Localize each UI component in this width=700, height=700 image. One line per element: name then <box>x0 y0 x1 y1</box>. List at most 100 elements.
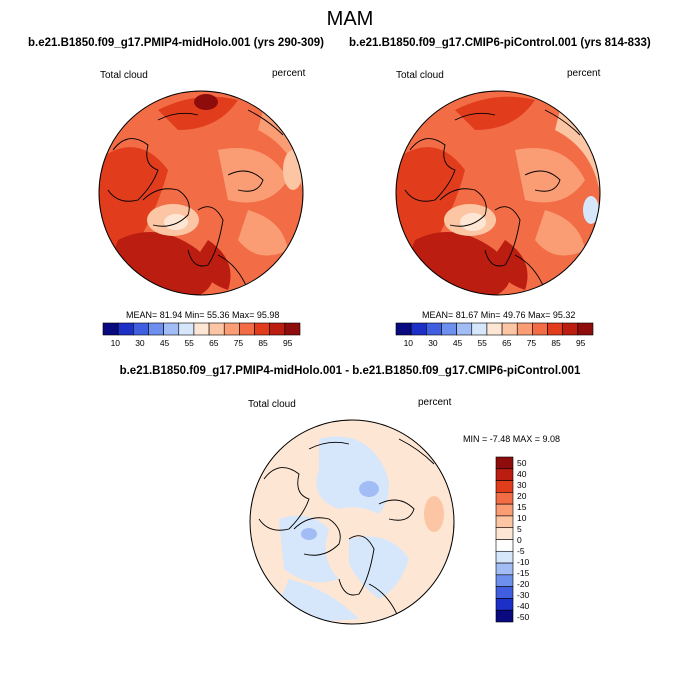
colorbar-swatch <box>495 515 514 529</box>
colorbar-swatch <box>495 586 514 599</box>
colorbar-swatch <box>501 322 518 336</box>
colorbar-swatch <box>562 322 579 336</box>
colorbar-swatch <box>410 322 427 336</box>
colorbar-tick-label: 85 <box>551 338 561 348</box>
left-units-label: percent <box>272 68 306 79</box>
colorbar-tick-label: 30 <box>428 338 438 348</box>
colorbar-swatch <box>495 539 514 552</box>
map-fill-region <box>218 148 288 203</box>
colorbar-tick-label: -20 <box>517 578 530 589</box>
colorbar-swatch <box>208 322 225 336</box>
colorbar-swatch <box>471 322 488 336</box>
colorbar-swatch <box>495 609 514 623</box>
left-polar-map <box>98 90 304 296</box>
colorbar-swatch <box>495 492 514 505</box>
map-boundary <box>395 90 601 296</box>
colorbar-swatch <box>395 322 412 336</box>
figure-title: MAM <box>326 8 374 30</box>
colorbar-swatch <box>516 322 533 336</box>
right-case-title: b.e21.B1850.f09_g17.CMIP6-piControl.001 … <box>349 37 651 49</box>
right-coastlines <box>404 109 581 291</box>
diff-stats: MIN = -7.48 MAX = 9.08 <box>463 434 561 444</box>
map-fill-region <box>455 96 535 130</box>
map-fill-region <box>198 240 231 290</box>
colorbar-tick-label: -10 <box>517 556 530 567</box>
colorbar-tick-label: 45 <box>452 338 463 348</box>
colorbar-tick-label: 10 <box>517 512 527 523</box>
right-polar-map <box>395 90 601 296</box>
diff-polar-map <box>249 419 455 625</box>
map-fill-region <box>495 240 528 290</box>
colorbar-swatch <box>495 480 514 493</box>
colorbar-swatch <box>441 322 457 336</box>
colorbar-swatch <box>193 322 210 336</box>
map-fill-region <box>301 528 317 540</box>
right-var-label: Total cloud <box>396 70 444 81</box>
left-case-title: b.e21.B1850.f09_g17.PMIP4-midHolo.001 (y… <box>28 37 324 49</box>
colorbar-swatch <box>223 322 240 336</box>
colorbar-tick-label: 95 <box>575 338 586 348</box>
right-units-label: percent <box>567 68 601 79</box>
colorbar-swatch <box>117 322 134 336</box>
colorbar-swatch <box>495 527 514 540</box>
diff-units-label: percent <box>418 397 452 408</box>
colorbar-tick-label: 10 <box>403 338 414 348</box>
colorbar-tick-label: 65 <box>502 338 512 348</box>
colorbar-swatch <box>178 322 195 336</box>
colorbar-swatch <box>495 562 514 576</box>
colorbar-tick-label: -5 <box>517 545 525 556</box>
map-fill-region <box>359 481 379 497</box>
colorbar-swatch <box>163 322 180 336</box>
colorbar-swatch <box>495 550 514 564</box>
left-stats: MEAN= 81.94 Min= 55.36 Max= 95.98 <box>126 310 280 320</box>
map-fill-region <box>349 536 409 599</box>
colorbar-tick-label: 95 <box>282 338 293 348</box>
colorbar-tick-label: -50 <box>517 611 530 622</box>
map-fill-region <box>535 210 585 256</box>
colorbar-tick-label: 50 <box>517 457 527 468</box>
colorbar-swatch <box>148 322 164 336</box>
colorbar-swatch <box>577 322 594 336</box>
colorbar-tick-label: 15 <box>517 501 527 512</box>
diff-case-title: b.e21.B1850.f09_g17.PMIP4-midHolo.001 - … <box>119 365 581 377</box>
map-fill-region <box>279 515 339 583</box>
colorbar-tick-label: 85 <box>258 338 268 348</box>
colorbar-swatch <box>284 322 301 336</box>
colorbar-tick-label: 55 <box>477 338 487 348</box>
right-colorbar <box>395 322 594 336</box>
colorbar-swatch <box>495 598 514 611</box>
right-stats: MEAN= 81.67 Min= 49.76 Max= 95.32 <box>422 310 576 320</box>
diff-coastlines <box>258 438 435 620</box>
colorbar-tick-label: 20 <box>517 490 527 501</box>
colorbar-swatch <box>495 503 514 517</box>
left-colorbar <box>102 322 301 336</box>
map-fill-region <box>238 210 288 256</box>
colorbar-swatch <box>456 322 473 336</box>
left-coastlines <box>107 109 284 291</box>
map-fill-region <box>460 213 486 231</box>
colorbar-tick-label: 30 <box>517 479 527 490</box>
diff-var-label: Total cloud <box>248 399 296 410</box>
colorbar-tick-label: 75 <box>526 338 537 348</box>
colorbar-swatch <box>495 574 514 587</box>
colorbar-tick-label: 30 <box>135 338 145 348</box>
colorbar-tick-label: 75 <box>233 338 244 348</box>
map-fill-region <box>583 196 599 224</box>
colorbar-swatch <box>486 322 503 336</box>
colorbar-tick-label: 10 <box>110 338 121 348</box>
colorbar-swatch <box>269 322 286 336</box>
colorbar-tick-label: -30 <box>517 589 530 600</box>
colorbar-tick-label: 0 <box>517 534 522 545</box>
map-fill-region <box>515 148 585 203</box>
colorbar-swatch <box>532 322 548 336</box>
colorbar-tick-label: 45 <box>159 338 170 348</box>
map-fill-region <box>194 94 218 110</box>
left-var-label: Total cloud <box>100 70 148 81</box>
map-fill-region <box>424 496 444 532</box>
colorbar-swatch <box>254 322 270 336</box>
colorbar-swatch <box>547 322 563 336</box>
diff-colorbar <box>495 456 514 623</box>
colorbar-swatch <box>495 456 514 470</box>
colorbar-swatch <box>495 468 514 481</box>
colorbar-tick-label: -40 <box>517 600 530 611</box>
